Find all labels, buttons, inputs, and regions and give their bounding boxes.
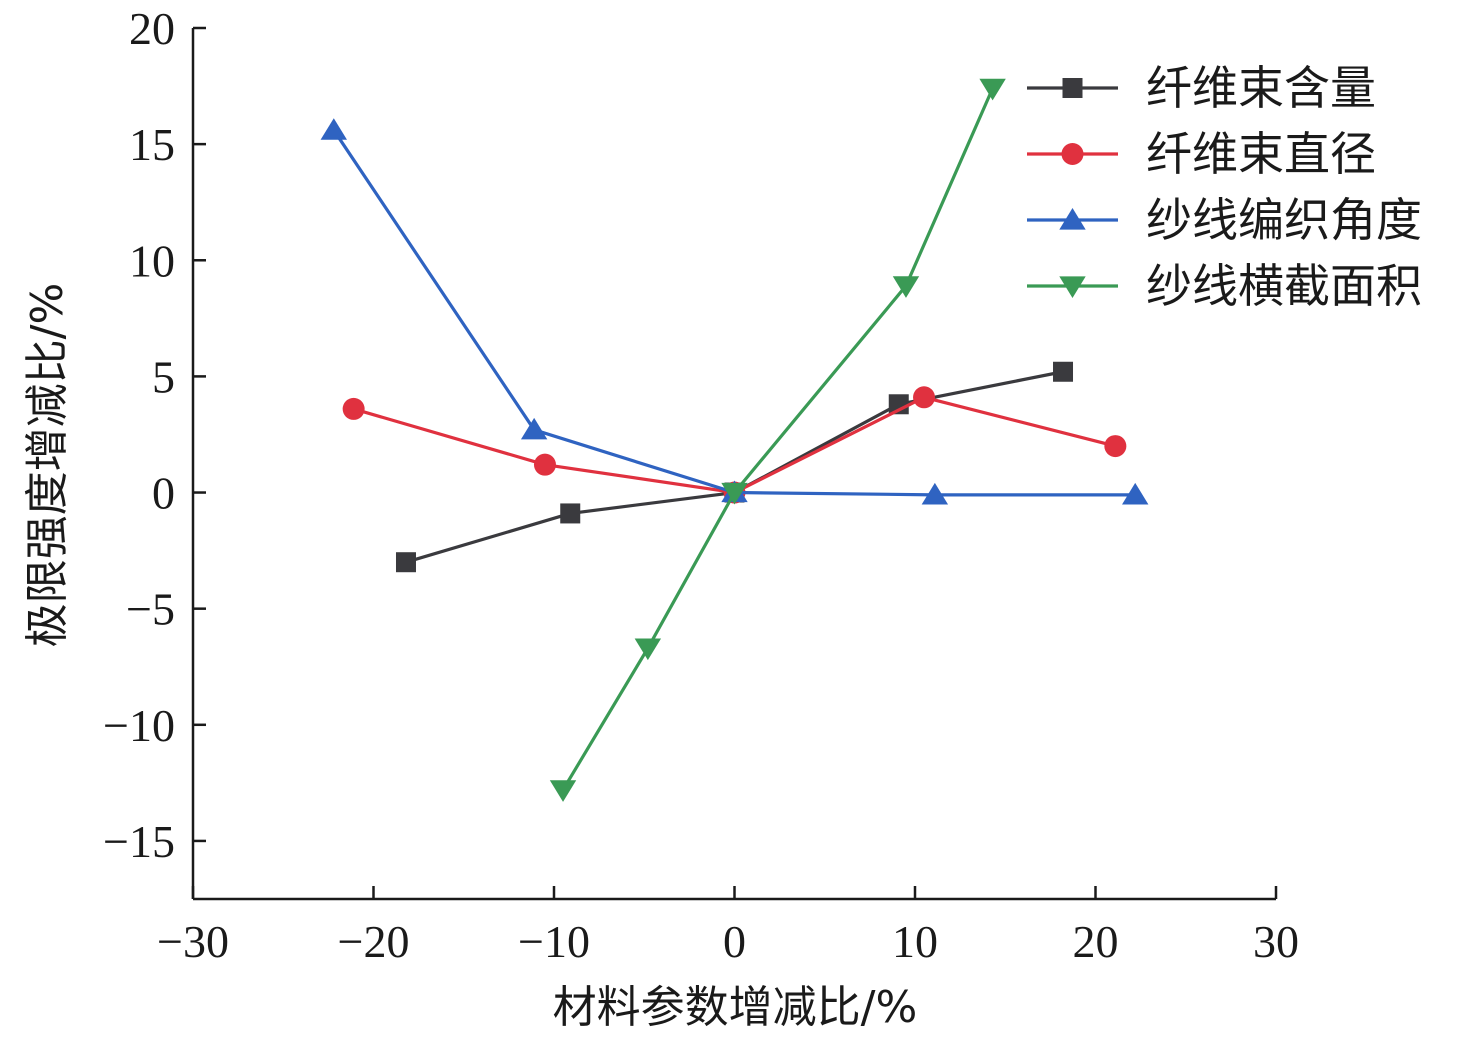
data-point: [921, 482, 949, 505]
data-point: [342, 397, 365, 420]
x-tick-label: −10: [518, 916, 590, 967]
legend-marker: [1059, 208, 1086, 230]
legend-item: 纱线横截面积: [1027, 259, 1422, 313]
x-axis-title: 材料参数增减比/%: [553, 982, 918, 1033]
data-point: [549, 780, 577, 802]
series-3: [320, 118, 1149, 505]
series-4: [549, 78, 1006, 802]
data-point: [979, 78, 1006, 101]
legend-marker: [1062, 78, 1083, 98]
legend-label: 纱线横截面积: [1146, 259, 1422, 313]
x-tick-label: −30: [157, 916, 229, 967]
data-point: [395, 552, 416, 573]
axes: −30 −20 −10 0 10 20 30 −15 −10 −5 0 5 10 15 20: [103, 3, 1299, 967]
x-tick-label: −20: [338, 916, 410, 967]
data-point: [892, 276, 920, 298]
data-point: [320, 118, 347, 140]
legend-item: 纤维束含量: [1027, 61, 1376, 115]
data-point: [1053, 361, 1074, 382]
y-tick-label: 10: [129, 235, 175, 286]
series-line: [561, 87, 995, 791]
x-tick-label: 10: [892, 916, 938, 967]
series-layer: [320, 78, 1149, 802]
legend-item: 纤维束直径: [1027, 127, 1376, 181]
legend-label: 纱线编织角度: [1146, 193, 1422, 247]
x-tick-label: 0: [723, 916, 746, 967]
y-tick-label: −5: [126, 584, 175, 635]
y-tick-label: −15: [103, 816, 175, 867]
data-point: [1104, 435, 1127, 458]
legend-label: 纤维束直径: [1146, 127, 1376, 181]
y-tick-label: −10: [103, 700, 175, 751]
y-tick-label: 5: [152, 351, 175, 402]
y-tick-label: 15: [129, 119, 175, 170]
legend-marker: [1061, 143, 1084, 165]
data-point: [634, 638, 662, 661]
legend-marker: [1059, 276, 1086, 298]
data-point: [721, 482, 748, 505]
series-1: [395, 361, 1074, 573]
data-point: [533, 453, 556, 476]
series-line: [353, 395, 1116, 495]
data-point: [1122, 482, 1149, 505]
series-line: [405, 370, 1064, 564]
legend-item: 纱线编织角度: [1027, 193, 1422, 247]
x-tick-label: 20: [1073, 916, 1119, 967]
series-line: [332, 129, 1136, 497]
y-axis-title: 极限强度增减比/%: [22, 283, 73, 648]
data-point: [913, 386, 936, 409]
data-point: [560, 503, 581, 524]
data-point: [520, 417, 548, 440]
legend-label: 纤维束含量: [1146, 61, 1376, 115]
x-tick-label: 30: [1253, 916, 1299, 967]
y-tick-label: 0: [152, 468, 175, 519]
y-tick-label: 20: [129, 3, 175, 54]
